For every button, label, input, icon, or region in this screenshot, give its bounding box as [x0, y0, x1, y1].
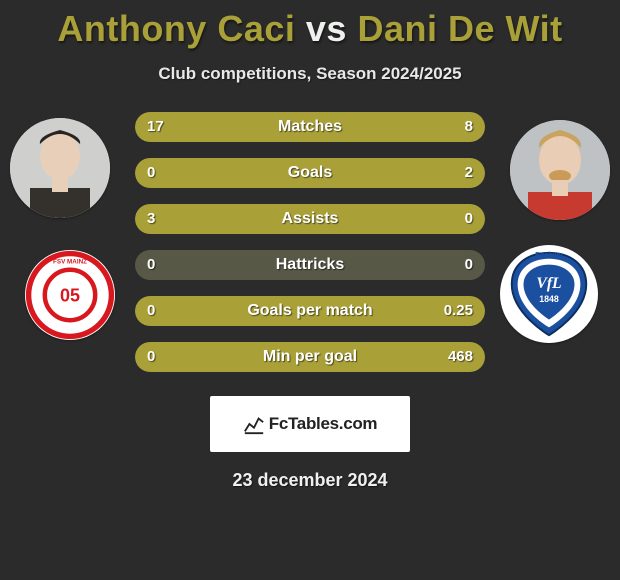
stat-row: 0468Min per goal: [135, 342, 485, 372]
stats-zone: 05 FSV MAINZ VfL 1848 Bochum 178Matches 0…: [0, 112, 620, 392]
stat-row: 178Matches: [135, 112, 485, 142]
title: Anthony Caci vs Dani De Wit: [0, 8, 620, 50]
svg-text:Bochum: Bochum: [535, 252, 562, 259]
title-player1: Anthony Caci: [57, 8, 295, 49]
stat-bar-left: [135, 112, 373, 142]
stat-bar-right: [135, 158, 485, 188]
player1-club-logo: 05 FSV MAINZ: [25, 250, 115, 340]
svg-text:05: 05: [60, 285, 80, 305]
subtitle: Club competitions, Season 2024/2025: [0, 64, 620, 84]
title-player2: Dani De Wit: [357, 8, 562, 49]
player2-avatar: [510, 120, 610, 220]
svg-text:FSV MAINZ: FSV MAINZ: [53, 259, 87, 266]
stat-bar-track: [135, 158, 485, 188]
avatar-placeholder-icon: [10, 118, 110, 218]
title-vs: vs: [306, 8, 347, 49]
stat-row: 30Assists: [135, 204, 485, 234]
brand-box: FcTables.com: [210, 396, 410, 452]
stat-row: 00Hattricks: [135, 250, 485, 280]
svg-text:1848: 1848: [539, 294, 559, 304]
stat-bar-track: [135, 112, 485, 142]
brand-text: FcTables.com: [269, 414, 378, 434]
stat-bar-left: [135, 204, 485, 234]
stat-row: 02Goals: [135, 158, 485, 188]
stat-row: 00.25Goals per match: [135, 296, 485, 326]
player2-club-logo: VfL 1848 Bochum: [500, 245, 598, 343]
stat-bar-right: [135, 296, 485, 326]
chart-icon: [243, 413, 265, 435]
player1-avatar: [10, 118, 110, 218]
avatar-placeholder-icon: [510, 120, 610, 220]
stat-bar-track: [135, 296, 485, 326]
svg-text:VfL: VfL: [536, 275, 561, 292]
club-logo-icon: VfL 1848 Bochum: [500, 245, 598, 343]
comparison-card: Anthony Caci vs Dani De Wit Club competi…: [0, 0, 620, 580]
stat-rows: 178Matches 02Goals 30Assists 00Hattricks 00.…: [135, 112, 485, 388]
stat-bar-track: [135, 250, 485, 280]
stat-bar-track: [135, 204, 485, 234]
stat-bar-right: [373, 112, 485, 142]
stat-bar-right: [135, 342, 485, 372]
club-logo-icon: 05 FSV MAINZ: [25, 250, 115, 340]
stat-bar-track: [135, 342, 485, 372]
date: 23 december 2024: [0, 470, 620, 491]
